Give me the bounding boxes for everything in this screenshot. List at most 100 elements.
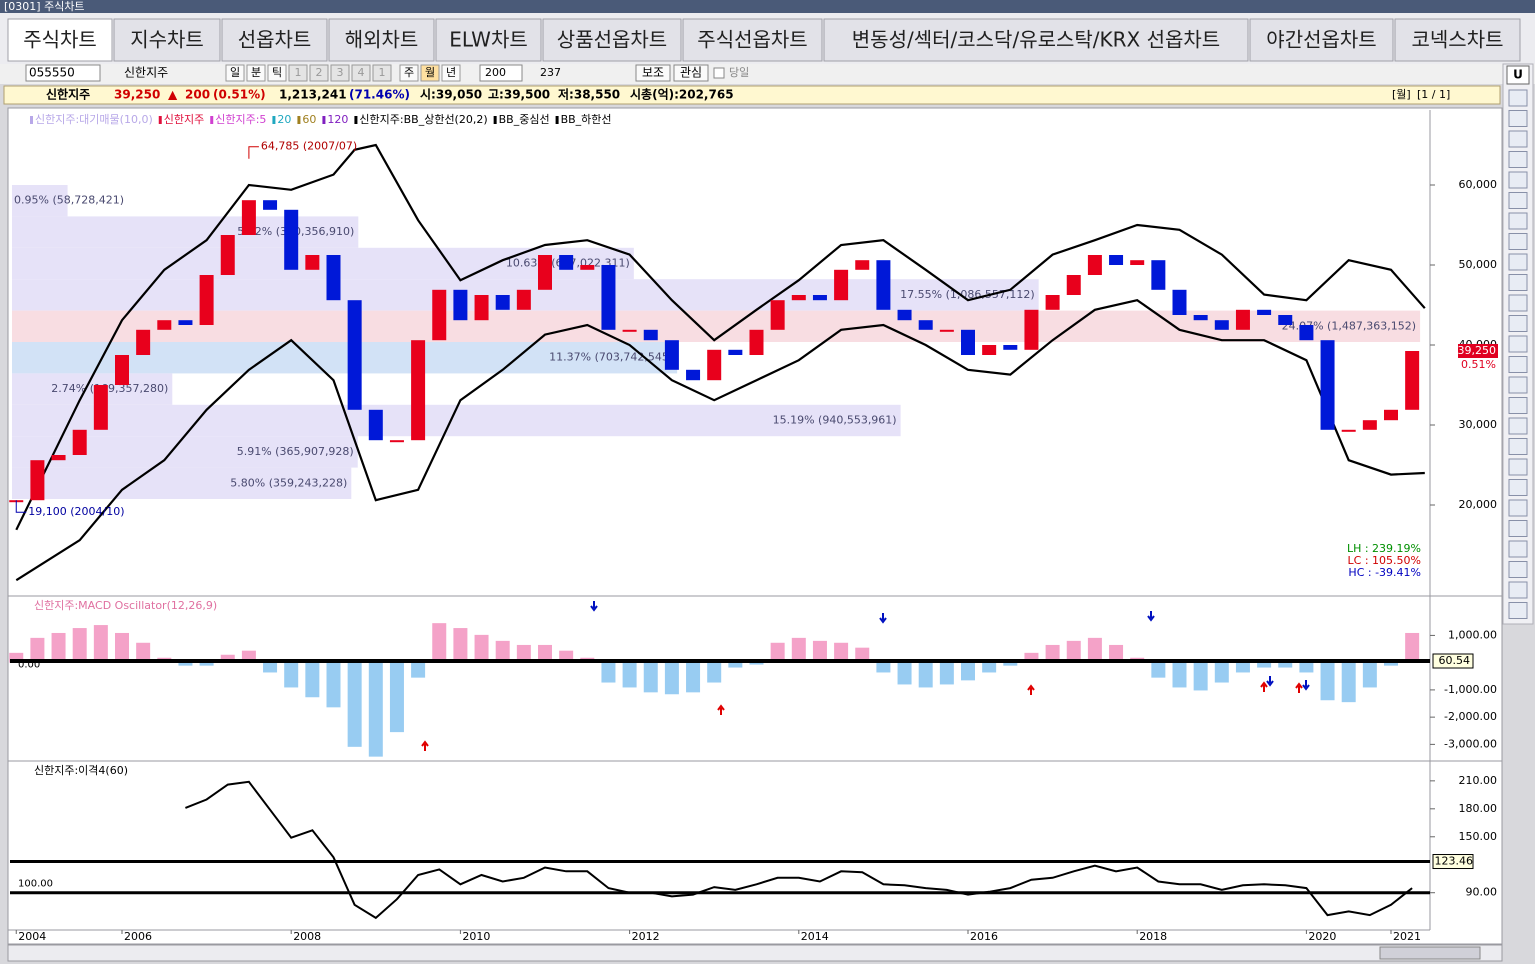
tool-icon[interactable] [1508, 438, 1528, 455]
tool-icon[interactable] [1508, 561, 1528, 578]
code[interactable]: 055550 [29, 66, 75, 80]
period-label[interactable]: 1 [295, 66, 302, 79]
code-input[interactable] [25, 64, 101, 82]
tool-icon[interactable] [1508, 89, 1528, 107]
tool-icon[interactable] [1508, 479, 1528, 496]
tool-button[interactable] [673, 64, 709, 82]
period-button[interactable] [351, 64, 371, 82]
period-button[interactable] [420, 64, 440, 82]
tool-icon[interactable] [1508, 520, 1528, 537]
tab-label[interactable]: ELW차트 [449, 28, 528, 52]
tab[interactable] [221, 18, 328, 62]
tool-icon[interactable] [1508, 294, 1528, 312]
macd-bar [474, 634, 489, 663]
tab[interactable] [542, 18, 682, 62]
checkbox[interactable] [713, 67, 725, 79]
period-button[interactable] [225, 64, 245, 82]
tool-icon[interactable] [1508, 540, 1528, 558]
period-label[interactable]: 3 [337, 66, 344, 79]
tool-icon[interactable] [1508, 253, 1528, 271]
period-button[interactable] [267, 64, 287, 82]
scroll-thumb[interactable] [1379, 946, 1481, 960]
tool-icon[interactable] [1508, 171, 1528, 189]
tab[interactable] [7, 18, 113, 62]
count[interactable]: 200 [485, 66, 506, 79]
period-button[interactable] [372, 64, 392, 82]
period-label[interactable]: 월 [425, 66, 435, 79]
tool-icon[interactable] [1508, 335, 1528, 353]
tab-label[interactable]: 상품선옵차트 [557, 28, 667, 52]
period-button[interactable] [330, 64, 350, 82]
period-label[interactable]: 2 [316, 66, 323, 79]
side-button-label[interactable]: U [1513, 68, 1523, 82]
count-input[interactable] [479, 64, 523, 82]
tab-label[interactable]: 해외차트 [345, 28, 419, 52]
macd-bar [897, 662, 912, 685]
tab-label[interactable]: 주식선옵차트 [697, 28, 807, 52]
tab[interactable] [823, 18, 1249, 62]
tool-button[interactable] [635, 64, 671, 82]
tab-label[interactable]: 코넥스차트 [1412, 28, 1504, 52]
macd-bar [876, 662, 891, 673]
tab-label[interactable]: 선옵차트 [238, 28, 312, 52]
candle [347, 300, 362, 410]
tab[interactable] [1249, 18, 1394, 62]
tool-icon[interactable] [1508, 499, 1528, 517]
period-label[interactable]: 분 [251, 66, 261, 79]
candle [707, 349, 722, 381]
period-label[interactable]: 년 [446, 66, 456, 79]
legend-entry: 120 [327, 113, 348, 126]
period-label[interactable]: 틱 [272, 66, 282, 79]
tool-icon[interactable] [1508, 315, 1528, 332]
tool-icon[interactable] [1508, 130, 1528, 148]
signal-arrow [421, 740, 429, 751]
tool-icon[interactable] [1508, 212, 1528, 230]
candle [51, 455, 66, 461]
scrollbar[interactable] [7, 944, 1503, 962]
tool-icon[interactable] [1508, 192, 1528, 209]
period-label[interactable]: 주 [404, 66, 414, 79]
tool-icon[interactable] [1508, 602, 1528, 619]
period-label[interactable]: 4 [358, 66, 365, 79]
y-tick-label: 90.00 [1466, 886, 1498, 899]
reference-box [1432, 854, 1474, 870]
candle [1024, 309, 1039, 350]
side-button[interactable] [1506, 65, 1530, 85]
tool-button-label[interactable]: 보조 [642, 66, 664, 80]
tab[interactable] [113, 18, 221, 62]
macd-bar [1087, 637, 1102, 663]
tab-label[interactable]: 지수차트 [130, 28, 204, 52]
info-price: 39,250 [114, 88, 160, 102]
period-button[interactable] [309, 64, 329, 82]
tab[interactable] [1394, 18, 1521, 62]
tool-icon[interactable] [1508, 581, 1528, 599]
tool-icon[interactable] [1508, 417, 1528, 435]
tool-icon[interactable] [1508, 274, 1528, 291]
tool-icon[interactable] [1508, 397, 1528, 414]
tab[interactable] [682, 18, 823, 62]
tab[interactable] [328, 18, 435, 62]
tool-button-label[interactable]: 관심 [680, 66, 702, 80]
tab-label[interactable]: 주식차트 [23, 28, 97, 52]
tab[interactable] [435, 18, 542, 62]
tool-icon[interactable] [1508, 110, 1528, 127]
tool-icon[interactable] [1508, 233, 1528, 250]
tool-icon[interactable] [1508, 356, 1528, 373]
tool-icon[interactable] [1508, 376, 1528, 394]
volume-band [12, 467, 352, 499]
bollinger-line [15, 299, 1425, 582]
tab-label[interactable]: 야간선옵차트 [1266, 28, 1376, 52]
period-label[interactable]: 일 [230, 65, 240, 79]
tool-icon[interactable] [1508, 151, 1528, 168]
macd-bar [326, 662, 341, 708]
period-button[interactable] [399, 64, 419, 82]
tab-label[interactable]: 변동성/섹터/코스닥/유로스탁/KRX 선옵차트 [852, 28, 1220, 52]
period-button[interactable] [441, 64, 461, 82]
period-button[interactable] [246, 64, 266, 82]
tool-icon[interactable] [1508, 458, 1528, 476]
period-label[interactable]: 1 [379, 66, 386, 79]
period-button[interactable] [288, 64, 308, 82]
panel-title: 신한지주:이격4(60) [34, 764, 128, 777]
x-tick-label: 2020 [1308, 930, 1336, 943]
